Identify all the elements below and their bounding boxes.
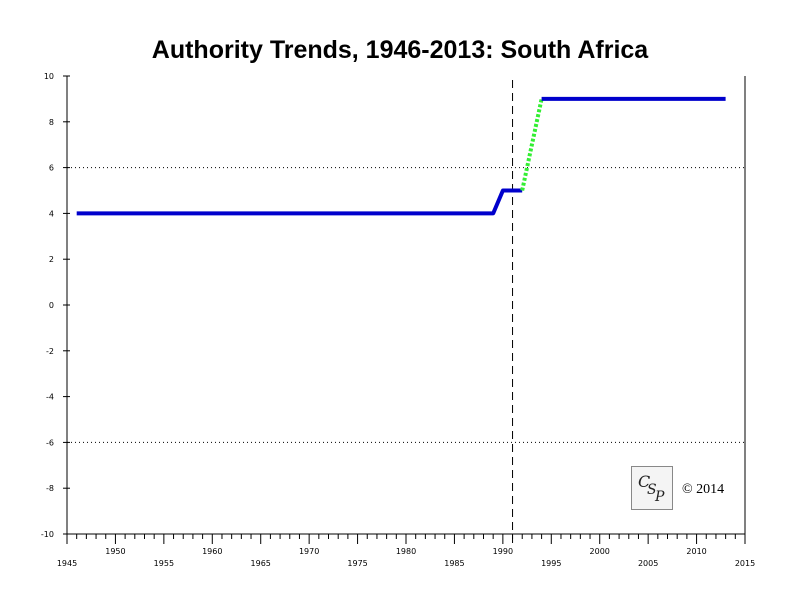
y-tick-label: -4 [46,393,54,402]
csp-logo: C S P [631,466,673,510]
y-tick-label: 6 [49,164,54,173]
x-tick-label: 1965 [251,559,271,568]
x-tick-label: 2010 [686,547,706,556]
x-tick-label: 1945 [57,559,77,568]
series-line-2 [520,98,544,191]
y-tick-label: -6 [46,438,54,447]
x-tick-label: 1990 [493,547,513,556]
x-tick-label: 1980 [396,547,416,556]
x-tick-label: 1950 [105,547,125,556]
y-tick-label: 4 [49,209,54,218]
series-line-1 [76,188,523,216]
y-tick-label: -2 [46,347,54,356]
copyright-notice: © 2014 [682,482,725,497]
svg-text:P: P [654,489,665,505]
x-tick-label: 2000 [590,547,610,556]
x-tick-label: 1985 [444,559,464,568]
chart-title: Authority Trends, 1946-2013: South Afric… [151,36,649,64]
x-tick-label: 2015 [735,559,755,568]
y-tick-label: 8 [49,118,54,127]
x-tick-label: 1960 [202,547,222,556]
y-tick-label: -8 [46,484,54,493]
x-tick-label: 1975 [347,559,367,568]
x-tick-label: 1970 [299,547,319,556]
reference-lines [67,80,745,544]
series-lines [76,96,726,216]
svg-text:S: S [647,482,657,498]
axes: 10 8 6 4 2 0 -2 -4 -6 -8 -10 1950 1960 1970 1980 1990 20… [41,72,755,568]
x-tick-label: 1955 [154,559,174,568]
y-tick-label: -10 [41,530,54,539]
x-tick-label: 2005 [638,559,658,568]
svg-text:C: C [638,472,650,491]
y-tick-label: 10 [44,72,54,81]
y-tick-label: 0 [49,301,54,310]
csp-logo-glyph: C S P [638,472,665,505]
y-tick-label: 2 [49,255,54,264]
x-tick-label: 1995 [541,559,561,568]
